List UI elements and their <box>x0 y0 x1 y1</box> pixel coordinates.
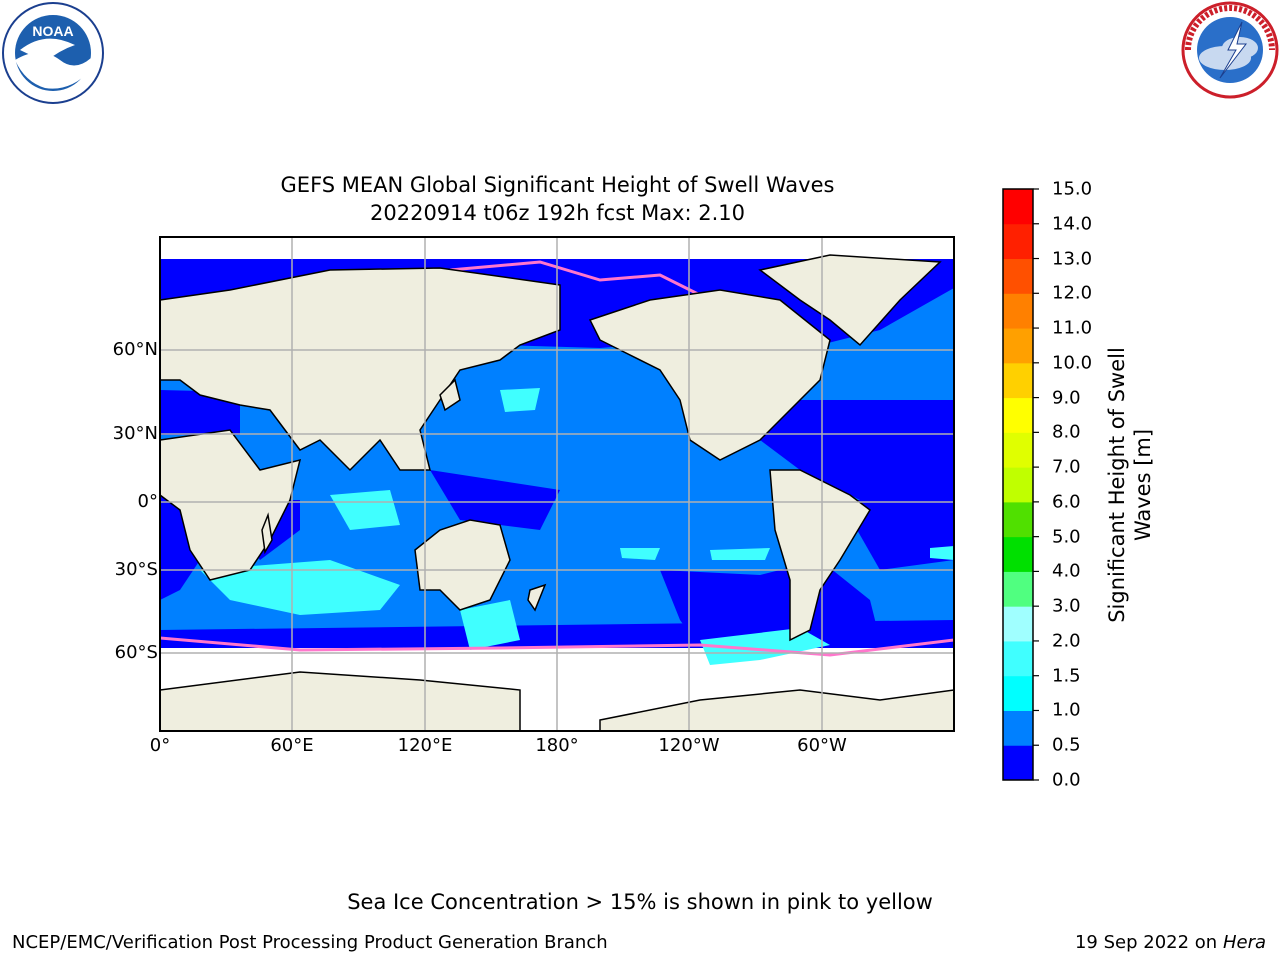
lat-tick-eq: 0° <box>137 491 158 512</box>
colorbar-tick-label: 2.0 <box>1052 630 1081 652</box>
colorbar-tick-label: 14.0 <box>1052 213 1093 235</box>
colorbar-tick-label: 6.0 <box>1052 491 1081 513</box>
colorbar-tick-label: 3.0 <box>1052 595 1081 617</box>
date-text: 19 Sep 2022 on <box>1074 932 1218 953</box>
colorbar-frame <box>1002 188 1034 781</box>
colorbar-tick-label: 7.0 <box>1052 456 1081 478</box>
lon-tick-180: 180° <box>535 735 579 756</box>
sea-ice-note: Sea Ice Concentration > 15% is shown in … <box>347 890 933 914</box>
colorbar-tick-label: 5.0 <box>1052 526 1081 548</box>
machine-name: Hera <box>1222 932 1266 953</box>
colorbar-tick-label: 12.0 <box>1052 282 1093 304</box>
map-gridlines <box>160 237 954 731</box>
colorbar-tick-label: 0.5 <box>1052 734 1081 756</box>
colorbar-segment <box>1003 571 1033 607</box>
colorbar-segment <box>1003 293 1033 329</box>
lon-tick-60e: 60°E <box>270 735 314 756</box>
lat-tick-30n: 30°N <box>112 423 158 444</box>
lat-tick-60n: 60°N <box>112 339 158 360</box>
colorbar-label-line1: Significant Height of Swell <box>1105 347 1129 623</box>
lat-tick-30s: 30°S <box>114 559 158 580</box>
colorbar-tick-label: 4.0 <box>1052 560 1081 582</box>
colorbar-segment <box>1003 745 1033 781</box>
colorbar-segment <box>1003 640 1033 677</box>
lon-tick-60w: 60°W <box>797 735 847 756</box>
colorbar-segment <box>1003 467 1033 503</box>
colorbar-tick-label: 10.0 <box>1052 352 1093 374</box>
colorbar-tick-label: 0.0 <box>1052 769 1081 791</box>
lon-tick-120e: 120°E <box>397 735 453 756</box>
colorbar-segment <box>1003 189 1033 225</box>
colorbar-segment <box>1003 536 1033 572</box>
colorbar-segment <box>1003 362 1033 399</box>
colorbar-tick-label: 8.0 <box>1052 421 1081 443</box>
colorbar-segment <box>1003 710 1033 746</box>
colorbar-segment <box>1003 258 1033 294</box>
colorbar-segment <box>1003 432 1033 468</box>
colorbar-segment <box>1003 328 1033 364</box>
colorbar-label: Significant Height of Swell Waves [m] <box>1104 347 1156 623</box>
colorbar-segment <box>1003 675 1033 711</box>
colorbar-label-line2: Waves [m] <box>1131 428 1155 542</box>
date-line: 19 Sep 2022 on Hera <box>1075 932 1266 953</box>
lat-tick-60s: 60°S <box>114 642 158 663</box>
chart-title: GEFS MEAN Global Significant Height of S… <box>280 173 835 197</box>
lon-tick-0: 0° <box>149 735 171 756</box>
noaa-logo-text: NOAA <box>32 23 73 39</box>
colorbar-tick-label: 15.0 <box>1052 178 1093 200</box>
colorbar-segment <box>1003 397 1033 433</box>
lon-tick-120w: 120°W <box>658 735 720 756</box>
higher-swell-regions <box>200 388 954 665</box>
colorbar-tick-label: 13.0 <box>1052 248 1093 270</box>
colorbar-tick-label: 11.0 <box>1052 317 1093 339</box>
colorbar-tick-label: 1.5 <box>1052 665 1081 687</box>
colorbar-segment <box>1003 223 1033 260</box>
colorbar <box>1003 188 1039 781</box>
noaa-logo: NOAA <box>2 2 104 104</box>
colorbar-segment <box>1003 606 1033 642</box>
colorbar-tick-label: 9.0 <box>1052 387 1081 409</box>
map-frame <box>159 236 955 732</box>
colorbar-segment <box>1003 501 1033 538</box>
colorbar-tick-label: 1.0 <box>1052 699 1081 721</box>
credit-line: NCEP/EMC/Verification Post Processing Pr… <box>12 932 608 953</box>
chart-subtitle: 20220914 t06z 192h fcst Max: 2.10 <box>370 201 745 225</box>
nws-logo <box>1181 1 1279 99</box>
land-masses <box>160 254 954 731</box>
